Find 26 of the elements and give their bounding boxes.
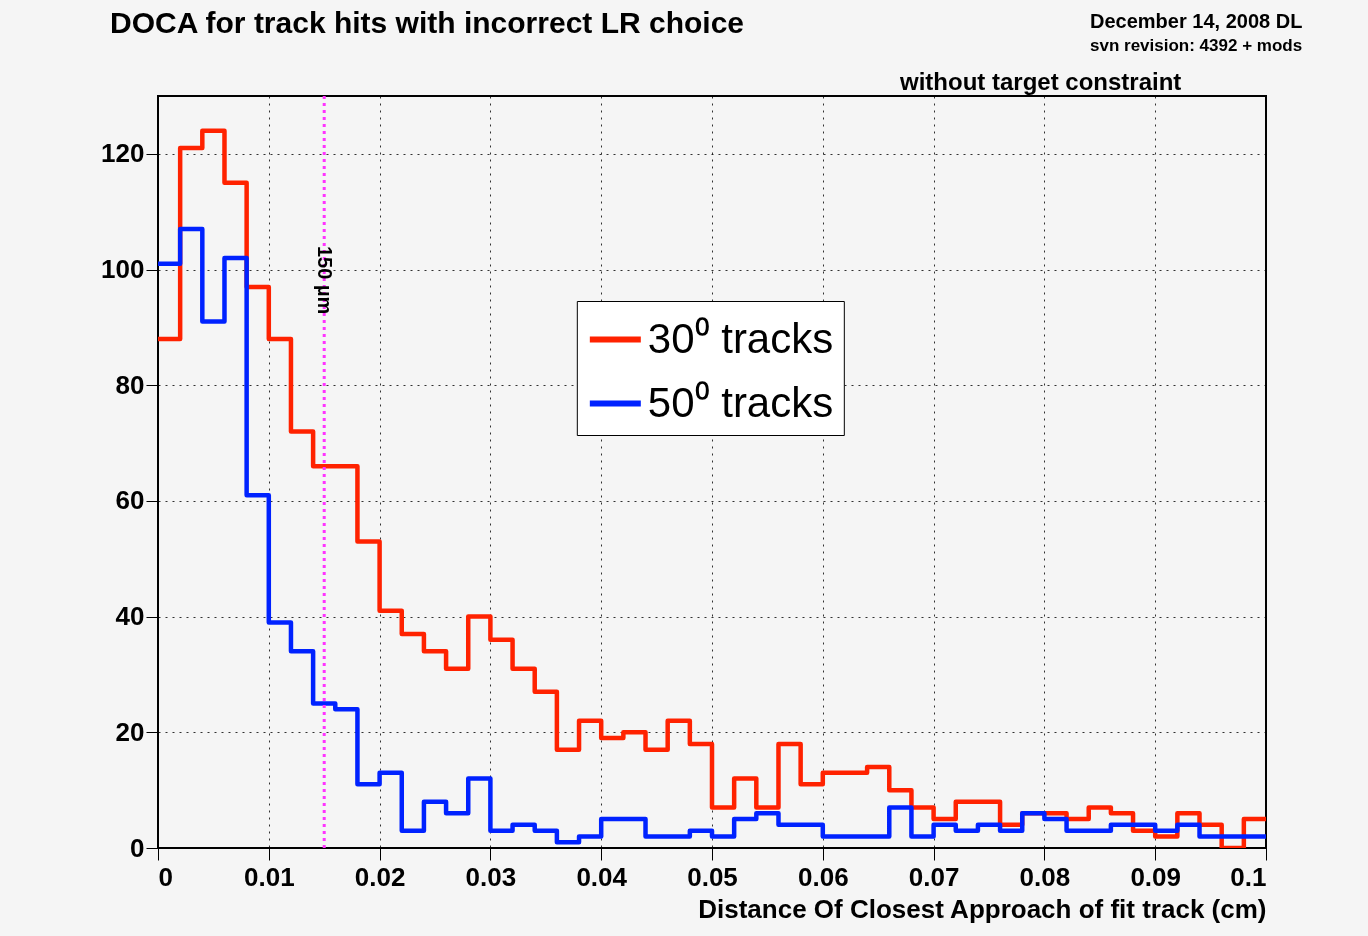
x-tick-label: 0.01 [244, 861, 295, 892]
y-tick-label: 40 [115, 601, 145, 632]
x-tick-label: 0.03 [465, 861, 517, 892]
x-tick-label: 0.02 [354, 861, 406, 892]
text: December 14, 2008 DL [1090, 10, 1303, 33]
x-tick-label: 0.05 [687, 861, 738, 892]
text: svn revision: 4392 + mods [1090, 36, 1303, 56]
x-tick-label: 0.1 [1230, 861, 1267, 892]
legend-label: 30⁰ tracks [647, 314, 834, 362]
x-tick-label: 0.09 [1130, 861, 1181, 892]
x-tick-label: 0.07 [908, 861, 960, 892]
y-tick-label: 120 [101, 138, 145, 169]
y-tick-label: 60 [115, 485, 145, 516]
chart-title: DOCA for track hits with incorrect LR choice [110, 5, 744, 39]
legend-label: 50⁰ tracks [647, 378, 834, 426]
y-tick-label: 80 [115, 369, 145, 400]
x-tick-label: 0.08 [1019, 861, 1071, 892]
y-tick-label: 0 [130, 832, 145, 863]
x-axis-title: Distance Of Closest Approach of fit track (cm) [698, 893, 1267, 924]
y-tick-label: 20 [115, 716, 145, 747]
x-tick-label: 0.06 [798, 861, 849, 892]
y-tick-label: 100 [101, 254, 145, 285]
text: without target constraint [900, 68, 1182, 96]
x-tick-label: 0 [158, 861, 173, 892]
ref-line-label: 150 µm [314, 246, 337, 315]
x-tick-label: 0.04 [576, 861, 628, 892]
